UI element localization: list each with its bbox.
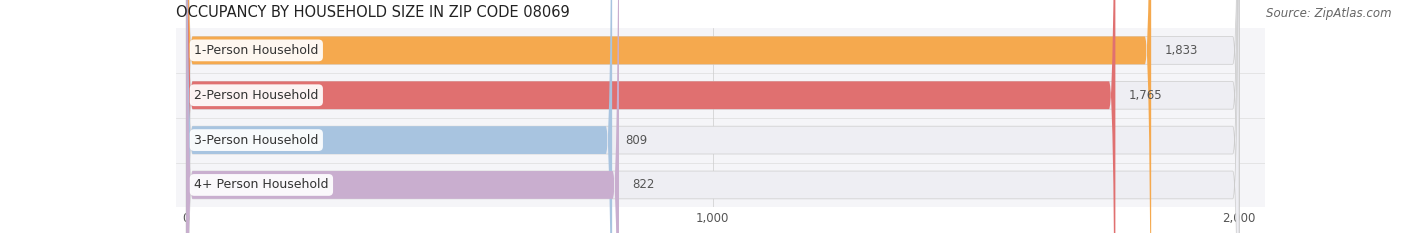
Text: 2-Person Household: 2-Person Household — [194, 89, 319, 102]
Text: 4+ Person Household: 4+ Person Household — [194, 178, 329, 192]
FancyBboxPatch shape — [186, 0, 1152, 233]
Text: 3-Person Household: 3-Person Household — [194, 134, 319, 147]
Text: 1,833: 1,833 — [1164, 44, 1198, 57]
Text: OCCUPANCY BY HOUSEHOLD SIZE IN ZIP CODE 08069: OCCUPANCY BY HOUSEHOLD SIZE IN ZIP CODE … — [176, 5, 569, 20]
Text: Source: ZipAtlas.com: Source: ZipAtlas.com — [1267, 7, 1392, 20]
FancyBboxPatch shape — [186, 0, 619, 233]
Text: 1,765: 1,765 — [1129, 89, 1163, 102]
Bar — [176, 28, 1265, 73]
FancyBboxPatch shape — [186, 0, 1239, 233]
Text: 809: 809 — [626, 134, 648, 147]
FancyBboxPatch shape — [186, 0, 1239, 233]
FancyBboxPatch shape — [186, 0, 1115, 233]
Text: 1-Person Household: 1-Person Household — [194, 44, 319, 57]
Bar — [176, 118, 1265, 163]
FancyBboxPatch shape — [186, 0, 612, 233]
FancyBboxPatch shape — [186, 0, 1239, 233]
Bar — [176, 73, 1265, 118]
FancyBboxPatch shape — [186, 0, 1239, 233]
Bar — [176, 163, 1265, 207]
Text: 822: 822 — [633, 178, 655, 192]
